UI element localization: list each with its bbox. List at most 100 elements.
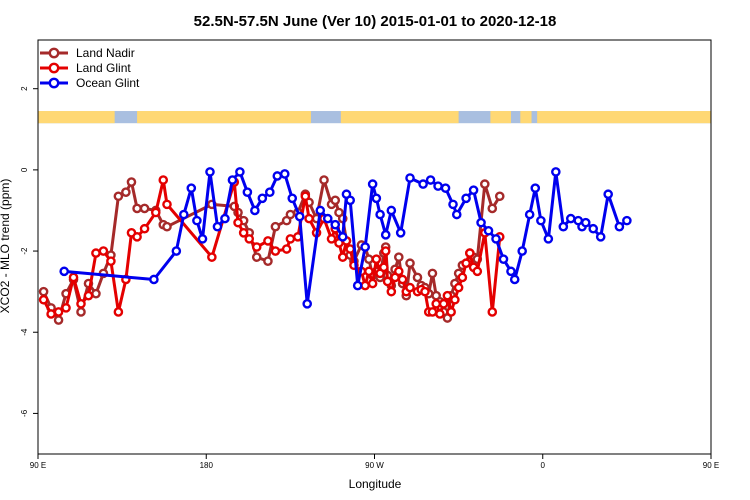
data-point-ocean-glint [380, 230, 391, 240]
data-point-land-glint [300, 191, 311, 202]
data-point-ocean-glint [558, 221, 569, 232]
data-point-ocean-glint [345, 195, 355, 206]
data-point-ocean-glint [360, 242, 370, 252]
y-tick-label: -6 [20, 409, 29, 417]
data-point-land-glint [453, 282, 464, 293]
data-point-land-nadir [121, 187, 131, 198]
data-point-land-glint [420, 286, 430, 297]
data-point-land-glint [139, 223, 150, 234]
data-point-land-glint [162, 199, 172, 210]
data-point-ocean-glint [614, 221, 625, 232]
data-point-ocean-glint [448, 199, 458, 210]
data-point-land-glint [244, 234, 255, 244]
data-point-ocean-glint [543, 234, 554, 244]
x-tick-label: 0 [541, 461, 546, 470]
data-point-ocean-glint [498, 254, 509, 264]
y-tick-label: 2 [20, 86, 29, 91]
data-point-land-glint [91, 248, 101, 258]
data-point-ocean-glint [59, 266, 69, 277]
data-point-land-glint [438, 299, 449, 309]
data-point-ocean-glint [315, 205, 326, 216]
x-tick-label: 90 E [30, 461, 46, 470]
data-point-land-nadir [270, 221, 281, 232]
data-point-ocean-glint [265, 187, 275, 198]
data-point-land-glint [360, 280, 370, 291]
data-point-ocean-glint [440, 183, 451, 193]
data-point-ocean-glint [375, 209, 385, 220]
data-point-ocean-glint [149, 274, 159, 285]
data-point-land-glint [61, 303, 71, 313]
data-point-land-nadir [263, 256, 273, 267]
data-point-ocean-glint [294, 211, 305, 222]
data-point-land-glint [68, 272, 79, 283]
data-point-ocean-glint [461, 193, 471, 204]
legend-marker [48, 77, 60, 89]
data-point-land-glint [38, 294, 49, 305]
band-land-segment [340, 111, 459, 124]
data-point-land-glint [450, 294, 460, 305]
data-point-ocean-glint [367, 179, 378, 189]
data-point-land-glint [150, 207, 161, 218]
data-point-land-nadir [394, 252, 404, 262]
data-point-land-glint [382, 276, 393, 287]
data-point-land-glint [457, 272, 468, 283]
data-point-land-glint [207, 252, 217, 262]
data-point-land-glint [270, 246, 281, 256]
data-point-land-nadir [132, 203, 142, 214]
data-point-ocean-glint [186, 183, 197, 193]
data-point-ocean-glint [220, 213, 230, 224]
data-point-land-glint [337, 252, 348, 262]
data-point-ocean-glint [171, 246, 182, 256]
data-point-land-nadir [364, 254, 374, 264]
data-point-ocean-glint [197, 234, 208, 244]
data-point-land-nadir [251, 252, 262, 262]
data-point-land-glint [345, 244, 355, 254]
axis-layer: 90 E 180 90 W 0 90 E 2 0 -2 -4 -6 [20, 86, 719, 470]
data-point-land-glint [132, 232, 142, 242]
y-tick-label: -4 [20, 328, 29, 336]
data-point-ocean-glint [352, 280, 363, 291]
data-point-ocean-glint [179, 209, 189, 220]
data-point-ocean-glint [524, 209, 535, 220]
series-layer [38, 167, 632, 325]
data-point-ocean-glint [287, 193, 298, 204]
legend-item-land-glint: Land Glint [40, 61, 131, 75]
data-point-land-nadir [38, 286, 49, 297]
data-point-ocean-glint [517, 246, 527, 256]
land-sea-band [38, 111, 711, 124]
data-point-ocean-glint [250, 205, 260, 216]
data-point-ocean-glint [536, 215, 546, 226]
data-point-ocean-glint [425, 175, 436, 185]
data-point-land-nadir [162, 221, 172, 232]
data-point-land-glint [394, 266, 404, 277]
data-point-ocean-glint [227, 175, 238, 185]
data-point-ocean-glint [565, 213, 576, 224]
legend-marker [48, 62, 60, 74]
data-point-ocean-glint [242, 187, 253, 198]
y-tick-label: -2 [20, 247, 29, 255]
data-point-ocean-glint [337, 232, 348, 242]
data-point-land-glint [435, 309, 445, 319]
data-point-ocean-glint [476, 217, 486, 228]
data-point-land-nadir [319, 175, 329, 185]
data-point-land-nadir [53, 315, 64, 325]
plot-frame [37, 39, 712, 455]
data-point-land-glint [487, 307, 498, 317]
data-point-ocean-glint [395, 227, 406, 238]
band-land-segment [490, 111, 511, 124]
band-land-segment [537, 111, 711, 124]
data-point-land-glint [98, 246, 109, 256]
y-axis-title: XCO2 - MLO trend (ppm) [0, 179, 12, 314]
data-point-ocean-glint [491, 234, 501, 244]
data-point-land-nadir [494, 191, 505, 202]
y-tick-label: 0 [20, 167, 29, 172]
data-point-land-glint [465, 248, 475, 258]
legend-label: Land Glint [76, 61, 131, 75]
data-point-ocean-glint [603, 189, 613, 200]
data-point-land-nadir [427, 268, 438, 279]
data-point-land-nadir [126, 177, 137, 187]
data-point-land-glint [397, 274, 408, 285]
data-point-land-nadir [487, 203, 498, 214]
